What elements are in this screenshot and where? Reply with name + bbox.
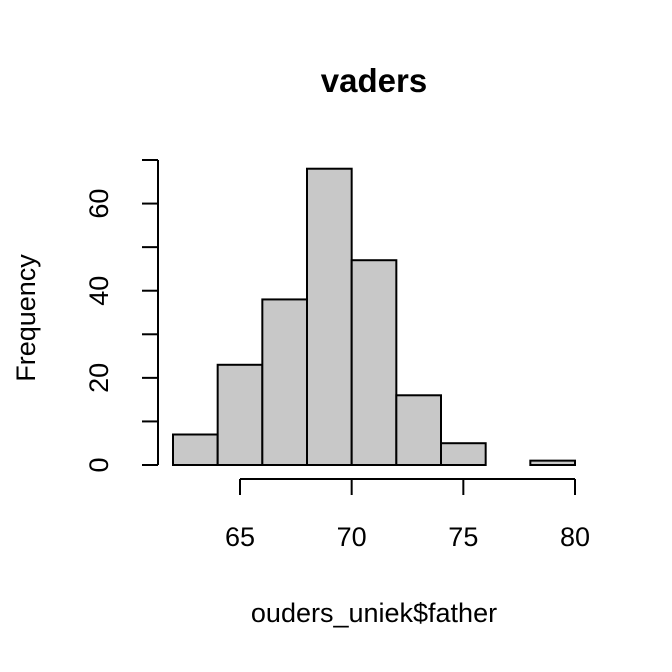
chart-title: vaders bbox=[321, 62, 427, 99]
histogram-bar-2 bbox=[216, 363, 264, 466]
histogram-bar-3 bbox=[261, 298, 309, 466]
x-tick-label: 80 bbox=[560, 522, 590, 552]
histogram-bar-7 bbox=[440, 442, 487, 467]
x-axis-label: ouders_uniek$father bbox=[251, 598, 497, 628]
y-tick-label: 0 bbox=[84, 457, 114, 472]
x-tick-label: 70 bbox=[337, 522, 367, 552]
bars-group bbox=[172, 167, 576, 467]
x-axis: 65 70 75 80 bbox=[225, 478, 590, 552]
histogram-bar-5 bbox=[350, 259, 398, 467]
x-tick-label: 65 bbox=[225, 522, 255, 552]
histogram-bar-1 bbox=[172, 433, 219, 466]
y-tick-label: 60 bbox=[84, 189, 114, 219]
histogram-bar-6 bbox=[395, 394, 443, 466]
y-tick-label: 20 bbox=[84, 363, 114, 393]
y-axis: 0 20 40 60 bbox=[84, 159, 159, 473]
histogram-bar-4 bbox=[306, 167, 353, 466]
x-tick-label: 75 bbox=[448, 522, 478, 552]
histogram-bar-9 bbox=[529, 459, 576, 466]
y-axis-label: Frequency bbox=[11, 254, 41, 382]
y-tick-label: 40 bbox=[84, 276, 114, 306]
